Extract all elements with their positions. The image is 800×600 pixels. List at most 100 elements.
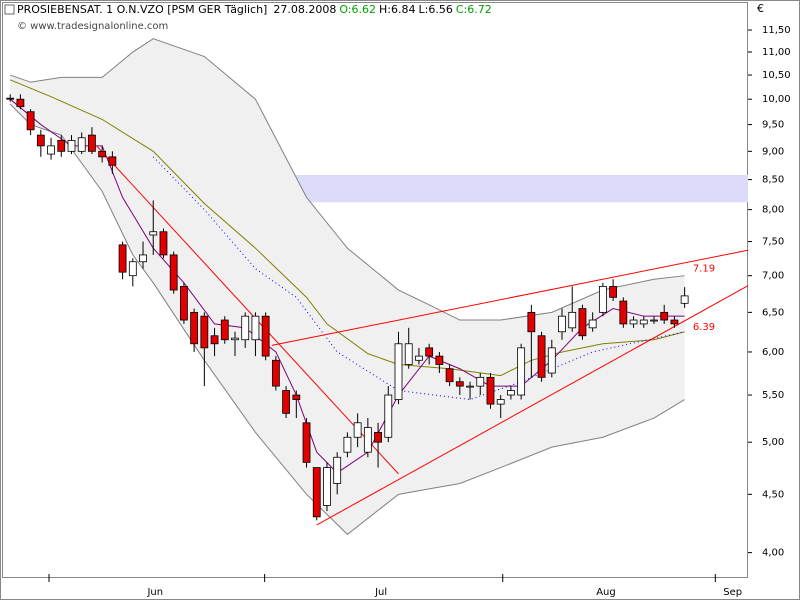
x-tick-label: Aug (596, 587, 616, 598)
candle-body (98, 150, 107, 158)
candle-body (220, 319, 229, 341)
date-text: 27.08.2008 (273, 3, 336, 16)
y-tick-label: 11,00 (762, 47, 791, 58)
candle-body (670, 319, 679, 325)
plot-frame (2, 2, 748, 578)
y-tick-label: 4,50 (762, 489, 784, 500)
candle-body (88, 134, 96, 152)
candle-body (588, 319, 597, 329)
candle-body (445, 368, 454, 383)
price-label: 7.19 (693, 263, 715, 274)
candle-body (271, 359, 280, 387)
candle-body (108, 156, 117, 166)
moving-average (9, 79, 685, 377)
candle-body (241, 315, 250, 341)
band-line (10, 38, 685, 321)
y-tick-label: 8,50 (762, 175, 784, 186)
y-tick-label: 4,00 (762, 548, 784, 559)
y-tick-label: 9,00 (762, 146, 784, 157)
y-tick-label: 7,00 (762, 271, 784, 282)
candle-body (394, 343, 403, 400)
candle-body (415, 355, 423, 361)
candle-body (527, 311, 536, 333)
y-tick-label: 10,00 (762, 94, 791, 105)
candle-body (486, 376, 495, 405)
trendline (316, 285, 749, 526)
candle-body (363, 427, 372, 453)
price-label: 6.39 (693, 322, 715, 333)
candle-body (517, 347, 526, 396)
candle-body (292, 394, 301, 400)
candle-body (353, 422, 362, 438)
candle-body (16, 98, 25, 108)
candle-body (374, 431, 382, 443)
candle-body (507, 390, 515, 396)
y-tick-label: 9,50 (762, 120, 784, 131)
candle-body (67, 140, 76, 152)
candle-body (568, 311, 577, 329)
candle-body (57, 140, 66, 152)
y-tick-label: 7,50 (762, 237, 784, 248)
candle-body (680, 295, 689, 304)
candle-body (558, 315, 566, 333)
candle-body (609, 286, 618, 298)
candle-body (660, 311, 669, 321)
candle-body (6, 97, 15, 100)
candle-body (169, 254, 178, 291)
plot: 7.19 6.39 (6, 38, 749, 536)
candle-body (435, 355, 444, 365)
title-text: PROSIEBENSAT. 1 O.N.VZO [PSM GER Täglich… (17, 3, 267, 16)
band-fill (10, 38, 685, 535)
candle-body (312, 467, 321, 518)
y-tick-label: 5,50 (762, 390, 784, 401)
trendline (96, 146, 399, 475)
candle-body (343, 436, 352, 453)
source: © www.tradesignalonline.com (17, 21, 168, 32)
candle-body (36, 134, 45, 147)
y-tick-label: 6,50 (762, 307, 784, 318)
y-tick-label: 11,50 (762, 25, 791, 36)
currency: € (757, 2, 764, 15)
menu-icon[interactable] (4, 4, 15, 15)
candle-body (404, 343, 413, 365)
x-tick-label: Jun (146, 587, 163, 598)
ohlc-label: L:6.56 (418, 3, 452, 16)
y-tick-label: 8,00 (762, 205, 784, 216)
y-tick-label: 10,50 (762, 70, 791, 81)
candle-body (180, 286, 188, 321)
candle-body (128, 261, 137, 277)
candle-body (323, 467, 331, 506)
ohlc-label: C:6.72 (456, 3, 492, 16)
candle-body (261, 315, 270, 357)
candle-body (333, 456, 342, 484)
x-tick-label: Jul (374, 587, 387, 598)
ohlc-label: H:6.84 (379, 3, 415, 16)
candle-body (650, 319, 658, 322)
band-line (9, 103, 685, 536)
candle-body (200, 315, 209, 349)
candle-body (302, 422, 311, 463)
candle-body (118, 244, 127, 273)
candle-body (384, 394, 393, 438)
moving-average (152, 156, 685, 401)
candle-body (26, 111, 35, 131)
x-tick-label: Sep (723, 587, 742, 598)
candle-body (190, 311, 199, 345)
candle-body (629, 319, 638, 325)
candle-body (159, 231, 168, 256)
candle-body (231, 337, 239, 341)
ohlc-label: O:6.62 (339, 3, 376, 16)
candle-body (149, 231, 158, 236)
candle-body (578, 308, 587, 337)
trendline (271, 249, 749, 346)
y-tick-label: 6,00 (762, 347, 784, 358)
candle-body (619, 300, 628, 325)
candle-body (425, 347, 434, 357)
candle-body (547, 347, 556, 374)
candle-body (496, 399, 505, 405)
candle-body (466, 385, 474, 388)
y-tick-label: 5,00 (762, 437, 784, 448)
candle-body (455, 381, 464, 387)
candle-body (77, 137, 86, 152)
